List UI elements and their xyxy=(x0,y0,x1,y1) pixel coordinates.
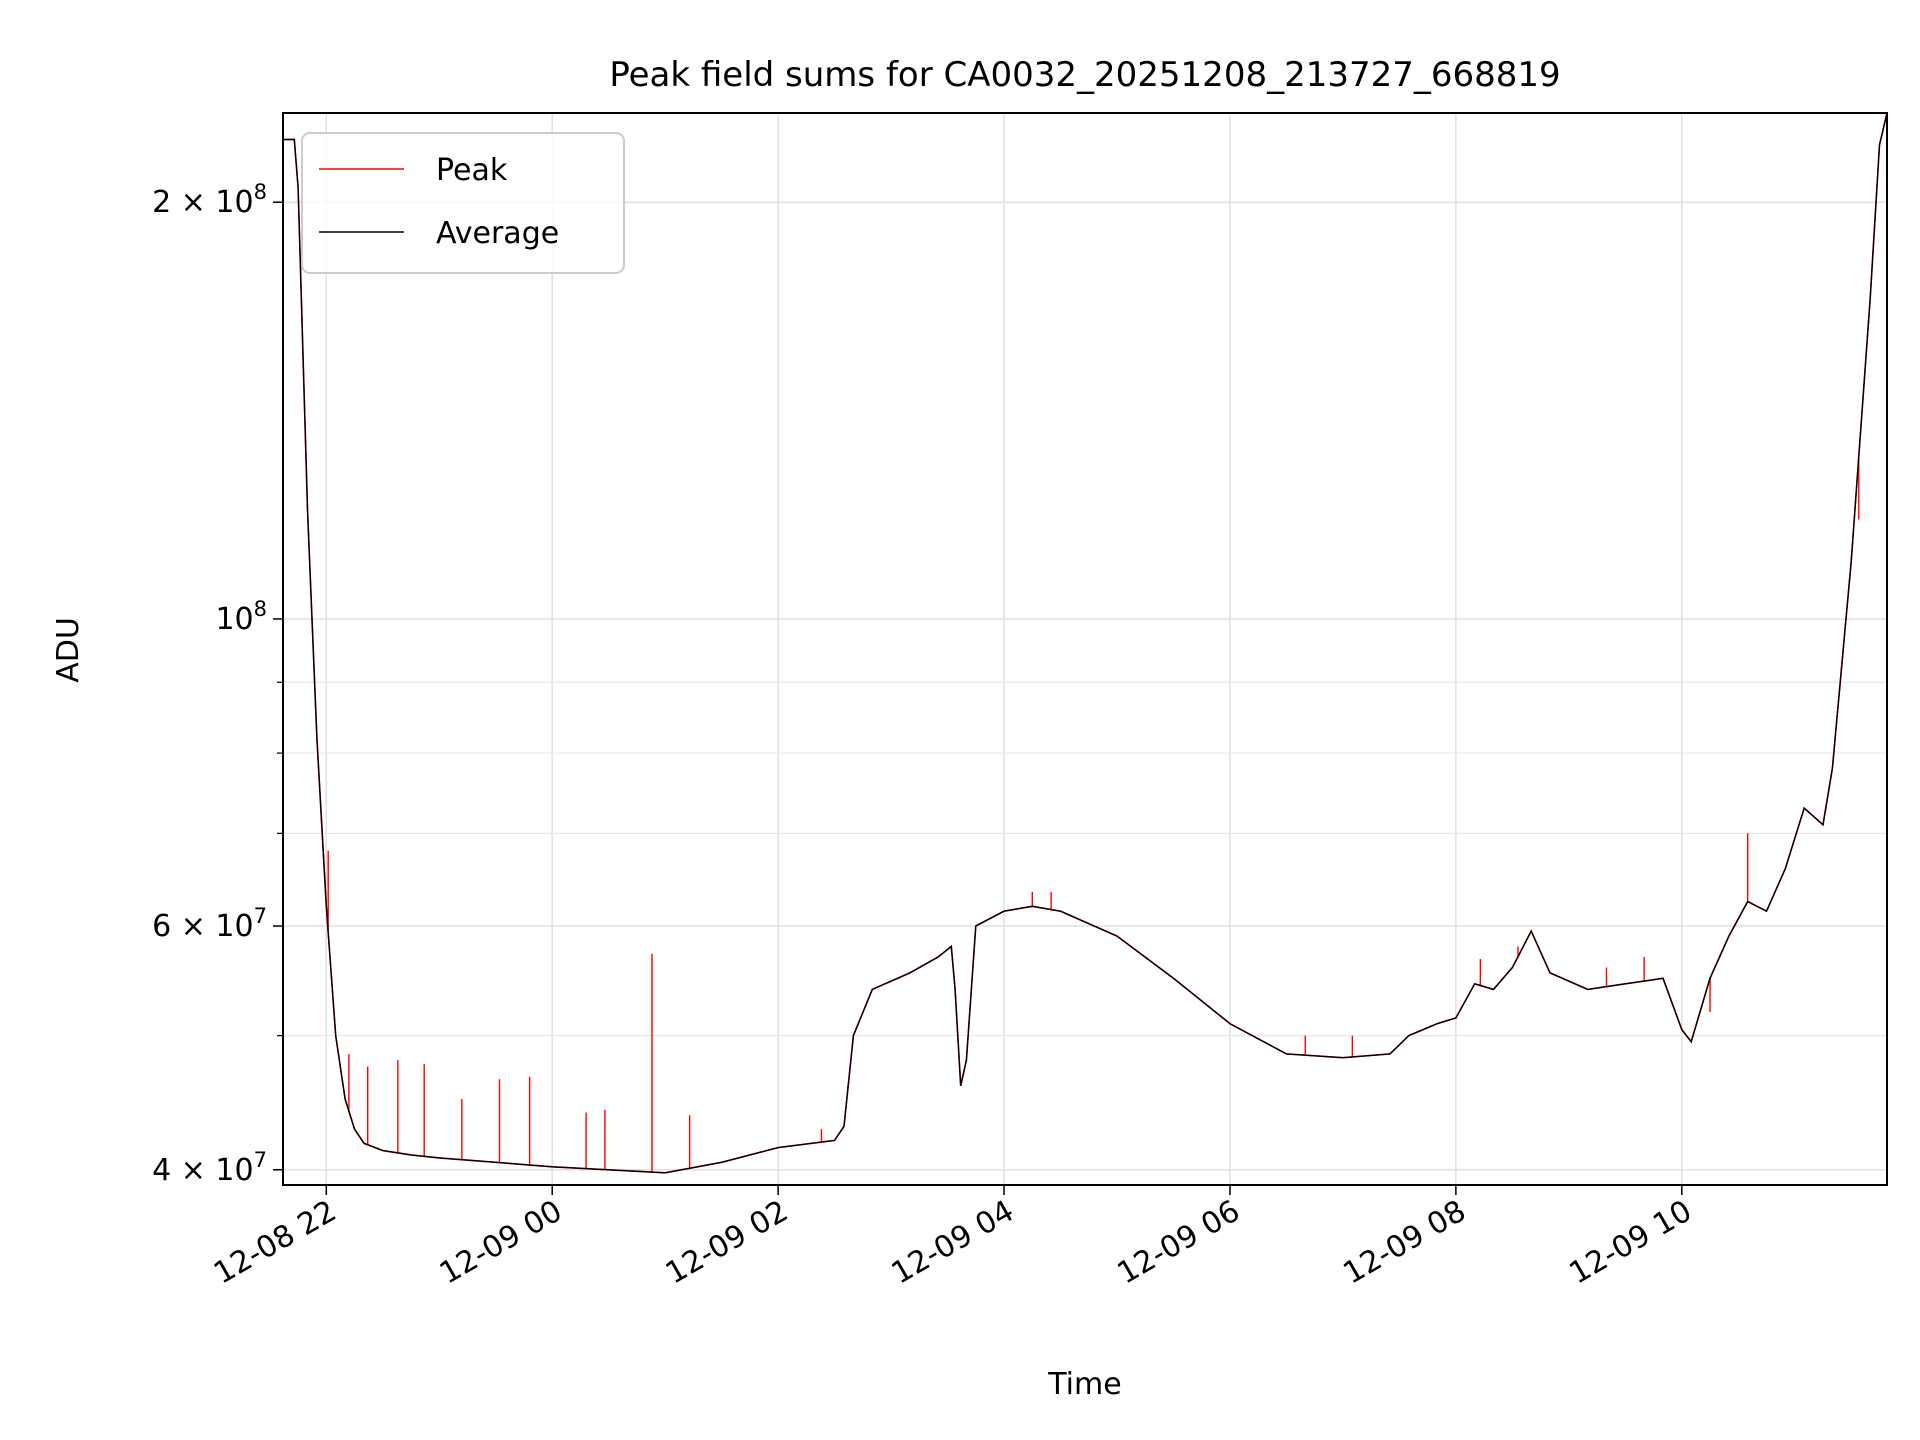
y-tick-label: 6 × 107 xyxy=(152,904,267,944)
y-tick-label: 108 xyxy=(215,597,267,637)
chart-title: Peak field sums for CA0032_20251208_2137… xyxy=(609,55,1560,95)
plot-frame xyxy=(282,112,1888,1186)
legend-label-average: Average xyxy=(436,216,559,251)
legend-label-peak: Peak xyxy=(436,153,508,188)
y-tick-label: 4 × 107 xyxy=(152,1148,267,1188)
y-tick-label: 2 × 108 xyxy=(152,180,267,220)
series-layer xyxy=(283,113,1887,1174)
grid xyxy=(283,113,1887,1185)
series-average-line xyxy=(283,113,1887,1174)
legend-box xyxy=(301,132,625,274)
x-axis-label: Time xyxy=(1047,1367,1121,1402)
y-axis-label: ADU xyxy=(51,617,86,683)
legend: Peak Average xyxy=(301,132,625,274)
